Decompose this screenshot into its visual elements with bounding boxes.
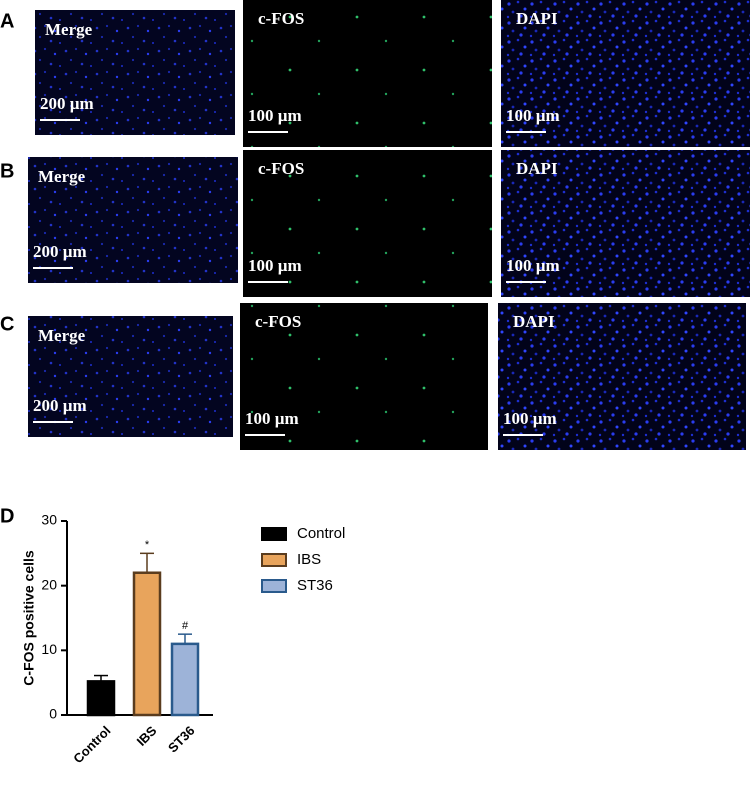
micrograph — [35, 10, 235, 135]
image-title: c-FOS — [258, 9, 304, 28]
micrograph — [498, 303, 746, 450]
bar — [170, 642, 200, 717]
micrograph — [501, 0, 750, 147]
bar — [132, 571, 162, 717]
legend-swatch — [261, 579, 287, 593]
micrograph — [243, 150, 492, 297]
y-tick-label: 20 — [41, 576, 57, 592]
image-title: DAPI — [516, 159, 558, 178]
legend-label: IBS — [297, 551, 321, 568]
image-title: Merge — [45, 20, 93, 39]
x-tick-label: IBS — [134, 723, 160, 749]
scale-label: 100 µm — [503, 409, 557, 428]
scale-label: 100 µm — [248, 256, 302, 275]
scale-label: 100 µm — [506, 106, 560, 125]
micrograph — [240, 303, 488, 450]
significance: # — [182, 620, 189, 632]
panel-label: B — [0, 160, 14, 182]
micrograph — [28, 157, 238, 283]
y-tick-label: 30 — [41, 512, 57, 528]
image-title: Merge — [38, 326, 86, 345]
image-title: DAPI — [516, 9, 558, 28]
scale-label: 200 µm — [33, 396, 87, 415]
significance: * — [145, 539, 150, 551]
x-tick-label: Control — [70, 723, 113, 766]
bar — [86, 680, 116, 717]
panel-label: A — [0, 10, 14, 32]
legend-swatch — [261, 527, 287, 541]
image-title: c-FOS — [255, 312, 301, 331]
scale-label: 200 µm — [40, 94, 94, 113]
y-tick-label: 10 — [41, 641, 57, 657]
micrograph — [243, 0, 492, 147]
image-title: Merge — [38, 167, 86, 186]
scale-label: 100 µm — [245, 409, 299, 428]
scale-label: 200 µm — [33, 242, 87, 261]
micrograph — [28, 316, 233, 437]
x-tick-label: ST36 — [165, 723, 198, 756]
legend-label: Control — [297, 525, 345, 542]
legend-swatch — [261, 553, 287, 567]
image-title: c-FOS — [258, 159, 304, 178]
panel-label: C — [0, 313, 14, 335]
legend-label: ST36 — [297, 577, 333, 594]
panel-label: D — [0, 505, 14, 527]
micrograph — [501, 150, 750, 297]
image-title: DAPI — [513, 312, 555, 331]
scale-label: 100 µm — [506, 256, 560, 275]
scale-label: 100 µm — [248, 106, 302, 125]
y-axis-title: C-FOS positive cells — [21, 550, 37, 686]
y-tick-label: 0 — [49, 706, 57, 722]
